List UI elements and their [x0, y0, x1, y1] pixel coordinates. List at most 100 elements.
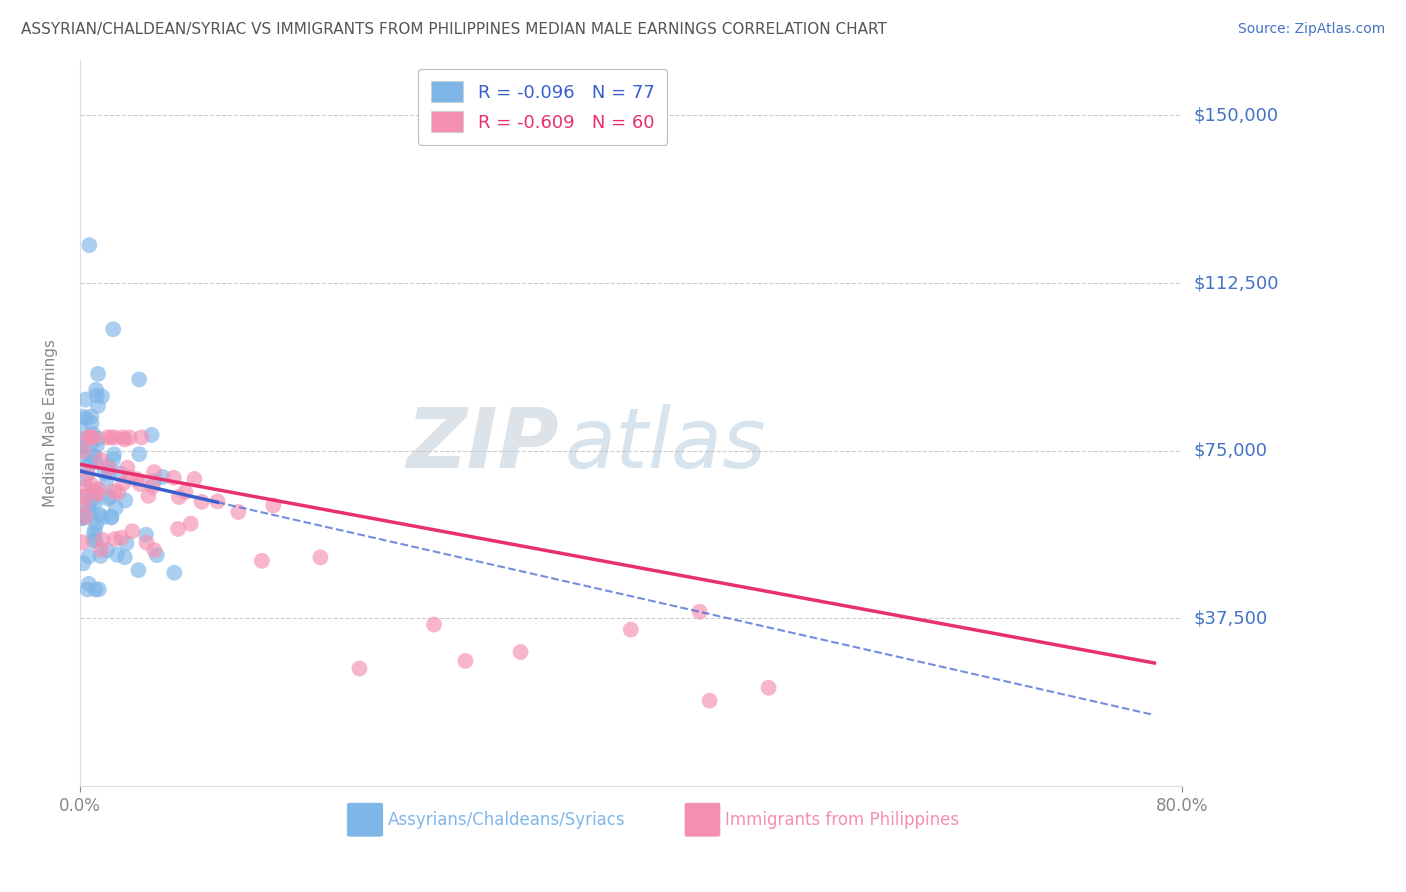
Point	[758, 681, 780, 695]
Point	[80, 436, 103, 450]
Point	[83, 484, 105, 499]
Point	[83, 484, 105, 499]
Point	[114, 433, 136, 447]
Point	[84, 383, 107, 397]
Point	[103, 322, 125, 336]
Point	[118, 470, 141, 484]
Point	[80, 477, 103, 491]
Point	[77, 549, 100, 564]
Point	[117, 460, 139, 475]
Point	[180, 516, 202, 531]
Point	[167, 490, 190, 504]
Point	[82, 492, 104, 507]
Point	[135, 527, 157, 541]
Point	[89, 508, 111, 522]
Point	[108, 467, 131, 481]
Point	[76, 467, 98, 481]
Point	[70, 440, 93, 454]
Point	[163, 566, 186, 580]
Point	[152, 470, 174, 484]
Text: $150,000: $150,000	[1194, 106, 1278, 125]
Point	[101, 452, 124, 467]
Point	[183, 472, 205, 486]
Point	[86, 438, 108, 452]
Point	[84, 496, 107, 510]
Point	[80, 430, 103, 444]
Point	[77, 503, 100, 517]
Point	[143, 543, 166, 558]
Point	[114, 493, 136, 508]
Point	[76, 430, 98, 444]
Point	[82, 534, 104, 549]
Point	[93, 466, 115, 480]
Point	[98, 490, 121, 504]
Point	[79, 238, 101, 252]
Point	[72, 443, 94, 458]
Point	[87, 432, 110, 446]
Point	[82, 449, 104, 463]
Point	[141, 428, 163, 442]
Point	[509, 645, 531, 659]
Point	[131, 430, 153, 444]
Point	[118, 430, 141, 444]
Text: Assyrians/Chaldeans/Syriacs: Assyrians/Chaldeans/Syriacs	[388, 811, 626, 829]
Point	[75, 490, 97, 504]
Point	[135, 535, 157, 549]
Point	[128, 447, 150, 461]
Point	[143, 474, 166, 488]
Point	[90, 542, 112, 557]
Point	[96, 476, 118, 491]
Point	[96, 543, 118, 558]
Point	[98, 461, 121, 475]
Point	[98, 466, 121, 480]
Point	[73, 432, 96, 446]
Point	[163, 471, 186, 485]
Point	[75, 472, 97, 486]
Point	[97, 491, 120, 506]
Point	[77, 577, 100, 591]
Point	[174, 485, 197, 500]
Point	[87, 482, 110, 496]
Point	[73, 497, 96, 511]
Point	[82, 430, 104, 444]
Text: Source: ZipAtlas.com: Source: ZipAtlas.com	[1237, 22, 1385, 37]
Text: atlas: atlas	[565, 404, 766, 485]
Point	[349, 661, 371, 675]
Point	[79, 454, 101, 468]
Point	[110, 531, 132, 545]
Point	[250, 554, 273, 568]
Point	[90, 452, 112, 467]
Point	[76, 460, 98, 475]
Point	[138, 489, 160, 503]
Point	[207, 494, 229, 508]
Point	[70, 511, 93, 525]
Point	[620, 623, 643, 637]
Point	[107, 485, 129, 500]
Point	[87, 582, 110, 597]
Point	[86, 516, 108, 531]
Point	[97, 458, 120, 473]
Point	[103, 484, 125, 499]
Point	[90, 549, 112, 563]
Point	[689, 605, 711, 619]
Text: $75,000: $75,000	[1194, 442, 1267, 459]
Point	[72, 556, 94, 570]
Point	[111, 430, 134, 444]
Point	[114, 550, 136, 565]
Point	[143, 465, 166, 479]
Point	[86, 388, 108, 402]
Point	[70, 508, 93, 523]
Point	[167, 522, 190, 536]
Point	[190, 495, 212, 509]
Point	[72, 409, 94, 424]
Point	[70, 439, 93, 453]
Point	[72, 535, 94, 549]
Point	[87, 367, 110, 381]
Point	[86, 487, 108, 501]
Point	[146, 548, 169, 562]
Point	[112, 476, 135, 491]
Point	[262, 499, 284, 513]
Point	[75, 392, 97, 407]
Point	[309, 550, 332, 565]
Point	[90, 389, 112, 403]
